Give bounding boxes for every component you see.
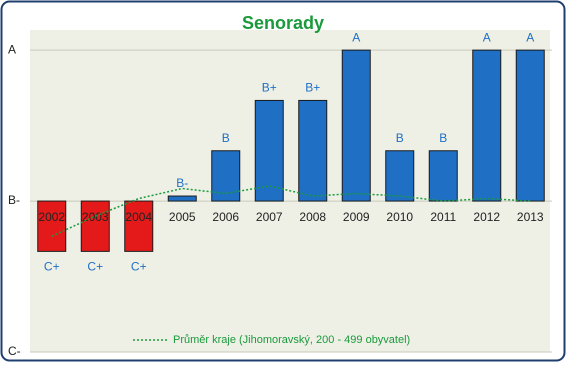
value-label: B — [396, 131, 404, 145]
x-tick-label: 2003 — [82, 210, 109, 224]
y-tick-label: C- — [8, 344, 21, 358]
bar — [211, 150, 241, 202]
bar — [167, 195, 197, 202]
bar — [254, 99, 284, 202]
bar — [385, 150, 415, 202]
average-line — [51, 185, 531, 237]
value-label: B — [439, 131, 447, 145]
x-tick-label: 2006 — [212, 210, 239, 224]
x-tick-label: 2009 — [343, 210, 370, 224]
bar — [124, 200, 154, 252]
bar — [515, 49, 545, 202]
value-label: A — [483, 30, 491, 44]
x-tick-label: 2011 — [430, 210, 456, 224]
value-label: B+ — [305, 81, 320, 95]
y-tick-label: A — [8, 42, 16, 56]
y-tick-label: B- — [8, 193, 20, 207]
value-label: C+ — [131, 260, 147, 274]
value-label: B — [222, 131, 230, 145]
value-label: A — [526, 30, 534, 44]
bar — [472, 49, 502, 202]
value-label: A — [352, 30, 360, 44]
x-tick-label: 2012 — [473, 210, 500, 224]
bar — [428, 150, 458, 202]
x-tick-label: 2008 — [299, 210, 326, 224]
value-label: C+ — [44, 260, 60, 274]
x-tick-label: 2007 — [256, 210, 283, 224]
x-tick-label: 2002 — [38, 210, 65, 224]
bar — [80, 200, 110, 252]
value-label: B- — [176, 176, 188, 190]
bar — [37, 200, 67, 252]
x-tick-label: 2010 — [386, 210, 413, 224]
legend-label: Průměr kraje (Jihomoravský, 200 - 499 ob… — [173, 334, 410, 346]
x-tick-label: 2005 — [169, 210, 196, 224]
bar — [341, 49, 371, 202]
chart-title: Senorady — [242, 13, 324, 33]
x-tick-label: 2004 — [125, 210, 152, 224]
value-label: C+ — [87, 260, 103, 274]
x-tick-label: 2013 — [517, 210, 544, 224]
bar — [298, 99, 328, 202]
value-label: B+ — [262, 81, 277, 95]
